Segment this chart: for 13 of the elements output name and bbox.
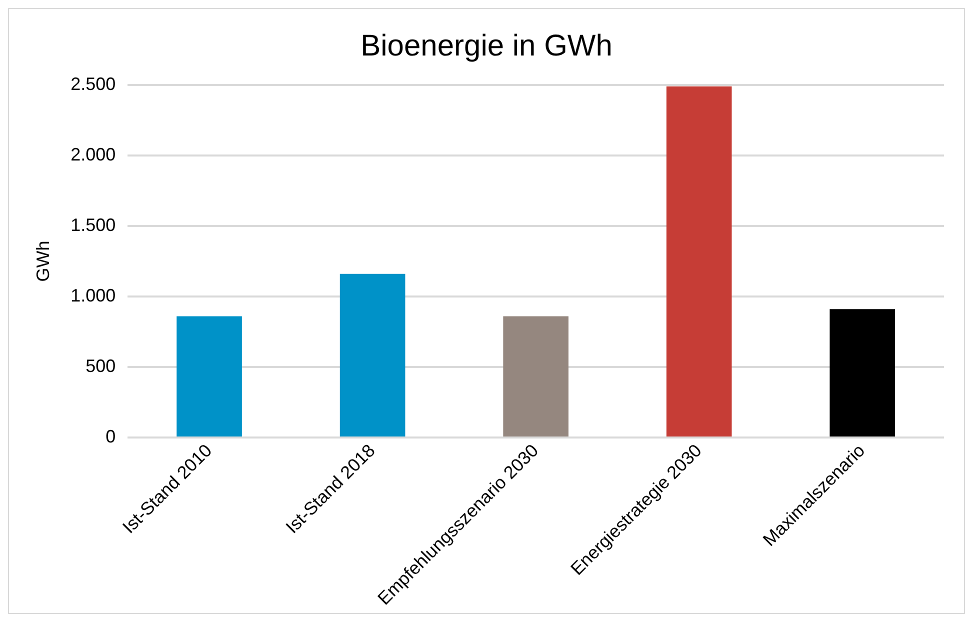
bar: [176, 316, 242, 436]
y-axis-title: GWh: [32, 240, 53, 282]
y-tick-label: 500: [86, 356, 116, 376]
chart-title: Bioenergie in GWh: [360, 29, 612, 62]
y-tick-label: 1.000: [70, 285, 116, 306]
bar: [666, 86, 732, 436]
bar: [503, 316, 568, 436]
bar: [340, 274, 406, 436]
bar: [830, 309, 896, 436]
y-tick-label: 1.500: [70, 214, 116, 235]
y-tick-label: 0: [106, 426, 116, 446]
y-tick-label: 2.000: [70, 144, 116, 164]
y-tick-label: 2.500: [70, 74, 116, 94]
